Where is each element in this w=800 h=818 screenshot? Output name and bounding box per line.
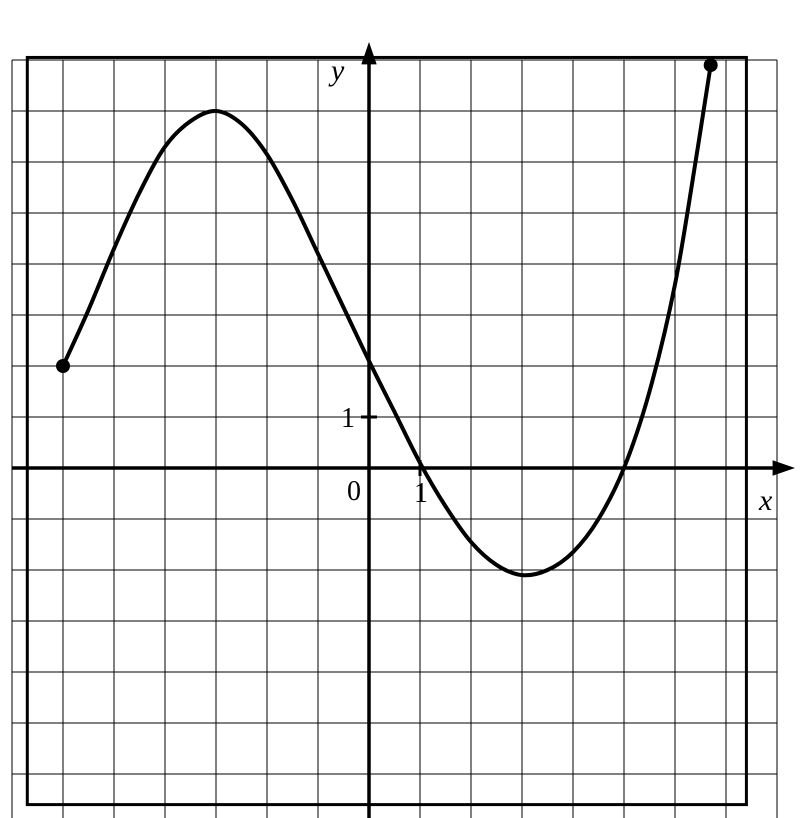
- chart-svg: y x 0 1 1: [0, 0, 800, 818]
- function-graph-chart: y x 0 1 1: [0, 0, 800, 818]
- grid: [12, 60, 777, 818]
- y-axis-label: y: [328, 54, 345, 87]
- x-tick-1: 1: [414, 478, 428, 509]
- axis-labels: y x 0 1 1: [328, 54, 773, 517]
- endpoint-right: [704, 58, 718, 72]
- function-curve: [63, 65, 711, 575]
- x-axis-label: x: [758, 484, 773, 517]
- y-tick-1: 1: [341, 403, 355, 434]
- endpoint-left: [56, 359, 70, 373]
- origin-label: 0: [347, 476, 361, 507]
